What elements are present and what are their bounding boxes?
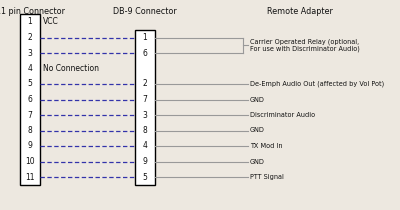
Text: Carrier Operated Relay (optional,: Carrier Operated Relay (optional,	[250, 38, 359, 45]
Text: GND: GND	[250, 97, 265, 102]
Text: GND: GND	[250, 127, 265, 134]
Text: 9: 9	[28, 142, 32, 151]
Text: 6: 6	[142, 49, 148, 58]
Text: 6: 6	[28, 95, 32, 104]
Text: 3: 3	[28, 49, 32, 58]
Text: 11: 11	[25, 172, 35, 181]
Text: PTT Signal: PTT Signal	[250, 174, 284, 180]
Text: DB-9 Connector: DB-9 Connector	[113, 7, 177, 16]
Text: 5: 5	[28, 80, 32, 88]
Text: 1: 1	[143, 33, 147, 42]
Bar	[135, 30, 155, 185]
Text: 7: 7	[28, 110, 32, 119]
Text: 1: 1	[28, 17, 32, 26]
Text: Remote Adapter: Remote Adapter	[267, 7, 333, 16]
Text: 7: 7	[142, 95, 148, 104]
Text: 9: 9	[142, 157, 148, 166]
Text: 2: 2	[28, 33, 32, 42]
Text: 8: 8	[28, 126, 32, 135]
Text: 4: 4	[142, 142, 148, 151]
Text: Discriminator Audio: Discriminator Audio	[250, 112, 315, 118]
Text: 2: 2	[143, 80, 147, 88]
Text: 4: 4	[28, 64, 32, 73]
Text: 8: 8	[143, 126, 147, 135]
Bar	[20, 14, 40, 185]
Text: No Connection: No Connection	[43, 64, 99, 73]
Text: For use with Discriminator Audio): For use with Discriminator Audio)	[250, 46, 360, 52]
Text: 11 pin Connector: 11 pin Connector	[0, 7, 64, 16]
Text: 5: 5	[142, 172, 148, 181]
Text: GND: GND	[250, 159, 265, 164]
Text: De-Emph Audio Out (affected by Vol Pot): De-Emph Audio Out (affected by Vol Pot)	[250, 81, 384, 87]
Text: 3: 3	[142, 110, 148, 119]
Text: VCC: VCC	[43, 17, 59, 26]
Text: 10: 10	[25, 157, 35, 166]
Text: TX Mod In: TX Mod In	[250, 143, 282, 149]
